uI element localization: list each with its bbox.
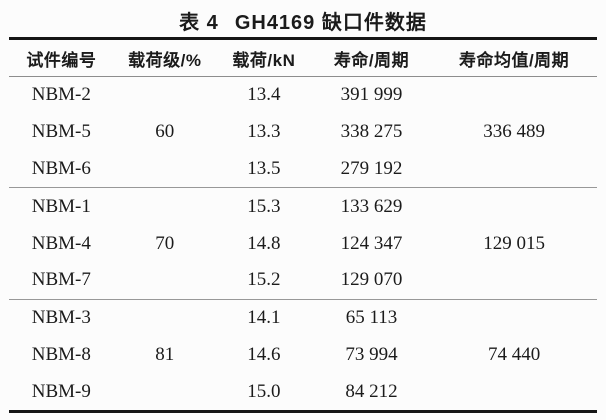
life-cycles-cell: 73 994 (345, 343, 398, 365)
table-number: 表 4 (179, 12, 219, 34)
table-row: NBM-4 70 14.8 124 347 129 015 (9, 225, 597, 262)
col-header-load-level: 载荷级/% (128, 50, 202, 70)
header-row: 试件编号 载荷级/% 载荷/kN 寿命/周期 寿命均值/周期 (9, 39, 597, 77)
mean-life-cell (431, 151, 597, 188)
life-cycles-cell: 65 113 (345, 307, 398, 329)
col-header-load-kn: 载荷/kN (232, 50, 296, 70)
table-row: NBM-8 81 14.6 73 994 74 440 (9, 337, 597, 374)
table-row: NBM-7 15.2 129 070 (9, 262, 597, 299)
load-kn-cell: 15.0 (247, 380, 281, 402)
specimen-id-cell: NBM-7 (31, 269, 91, 291)
load-level-cell: 81 (155, 343, 175, 365)
table-title: 表 4 GH4169 缺口件数据 (0, 0, 606, 37)
mean-life-cell (431, 299, 597, 336)
mean-life-cell (431, 373, 597, 411)
load-level-cell (114, 188, 216, 225)
mean-life-cell: 129 015 (483, 232, 545, 254)
table-body: NBM-2 13.4 391 999 NBM-5 60 13.3 338 275 336 48… (9, 77, 597, 412)
table-row: NBM-6 13.5 279 192 (9, 151, 597, 188)
mean-life-cell (431, 77, 597, 114)
data-table: 试件编号 载荷级/% 载荷/kN 寿命/周期 寿命均值/周期 NBM-2 13.4… (9, 37, 597, 414)
table-row: NBM-9 15.0 84 212 (9, 373, 597, 411)
load-level-cell (114, 77, 216, 114)
load-level-cell: 60 (155, 121, 175, 143)
load-kn-cell: 13.3 (247, 121, 281, 143)
life-cycles-cell: 338 275 (340, 121, 403, 143)
load-level-cell (114, 299, 216, 336)
table-head: 试件编号 载荷级/% 载荷/kN 寿命/周期 寿命均值/周期 (9, 39, 597, 77)
load-level-cell (114, 373, 216, 411)
life-cycles-cell: 84 212 (345, 380, 398, 402)
mean-life-cell: 336 489 (483, 121, 545, 143)
life-cycles-cell: 279 192 (340, 157, 403, 179)
specimen-id-cell: NBM-2 (31, 84, 91, 106)
mean-life-cell (431, 188, 597, 225)
specimen-id-cell: NBM-3 (31, 307, 91, 329)
col-header-mean-life-cycles: 寿命均值/周期 (458, 50, 570, 70)
load-kn-cell: 13.4 (247, 84, 281, 106)
table-row: NBM-2 13.4 391 999 (9, 77, 597, 114)
load-kn-cell: 15.3 (247, 195, 281, 217)
specimen-id-cell: NBM-9 (31, 380, 91, 402)
col-header-life-cycles: 寿命/周期 (333, 50, 410, 70)
mean-life-cell: 74 440 (487, 343, 541, 365)
load-level-cell: 70 (155, 232, 175, 254)
life-cycles-cell: 124 347 (340, 232, 403, 254)
life-cycles-cell: 133 629 (340, 195, 403, 217)
specimen-id-cell: NBM-1 (31, 195, 91, 217)
load-kn-cell: 15.2 (247, 269, 281, 291)
table-caption: GH4169 缺口件数据 (234, 12, 427, 34)
specimen-id-cell: NBM-5 (31, 121, 91, 143)
mean-life-cell (431, 262, 597, 299)
table-row: NBM-1 15.3 133 629 (9, 187, 597, 225)
load-kn-cell: 14.1 (247, 307, 281, 329)
load-level-cell (114, 262, 216, 299)
table-row: NBM-3 14.1 65 113 (9, 299, 597, 336)
col-header-specimen-id: 试件编号 (26, 50, 97, 70)
specimen-id-cell: NBM-6 (31, 157, 91, 179)
table-row: NBM-5 60 13.3 338 275 336 489 (9, 114, 597, 151)
load-level-cell (114, 151, 216, 188)
load-kn-cell: 13.5 (247, 157, 281, 179)
load-kn-cell: 14.6 (247, 343, 281, 365)
life-cycles-cell: 129 070 (340, 269, 403, 291)
specimen-id-cell: NBM-8 (31, 343, 91, 365)
specimen-id-cell: NBM-4 (31, 232, 91, 254)
load-kn-cell: 14.8 (247, 232, 281, 254)
life-cycles-cell: 391 999 (340, 84, 403, 106)
